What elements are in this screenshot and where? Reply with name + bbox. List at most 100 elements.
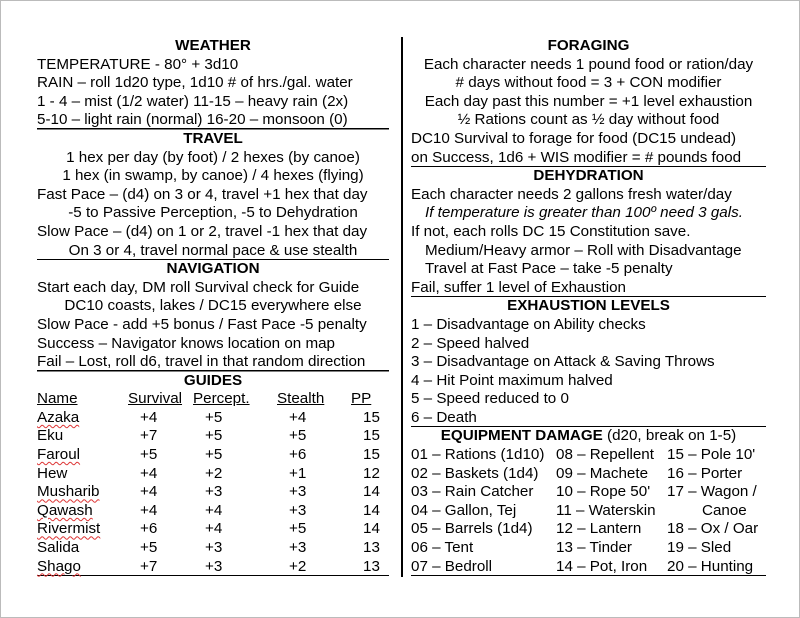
- equipment-item: 03 – Rain Catcher: [411, 483, 534, 501]
- guide-stat: +4: [205, 520, 223, 538]
- guide-row: Faroul +5 +5 +6 15: [37, 446, 389, 465]
- travel-line: On 3 or 4, travel normal pace & use stea…: [37, 241, 389, 261]
- guide-name: Rivermist: [37, 520, 101, 538]
- guide-stat: 14: [363, 501, 380, 519]
- guide-stat: 15: [363, 408, 380, 426]
- equipment-item: 10 – Rope 50': [556, 483, 651, 501]
- guide-stat: 12: [363, 464, 380, 482]
- guide-name: Faroul: [37, 446, 81, 464]
- equipment-item: 18 – Ox / Oar: [667, 520, 759, 538]
- exhaustion-line: 2 – Speed halved: [411, 334, 530, 352]
- guide-row: Azaka +4 +5 +4 15: [37, 409, 389, 428]
- guide-stat: +5: [140, 446, 158, 464]
- right-column: FORAGING Each character needs 1 pound foo…: [411, 37, 766, 577]
- equipment-heading: EQUIPMENT DAMAGE (d20, break on 1-5): [411, 427, 766, 446]
- equipment-item: 05 – Barrels (1d4): [411, 520, 533, 538]
- dehydration-line: If temperature is greater than 100º need…: [425, 204, 743, 222]
- guide-name: Salida: [37, 539, 80, 557]
- exhaustion-line: 3 – Disadvantage on Attack & Saving Thro…: [411, 353, 715, 371]
- equipment-item: 11 – Waterskin: [556, 501, 656, 519]
- weather-heading: WEATHER: [175, 37, 251, 54]
- guide-stat: +4: [140, 464, 158, 482]
- guides-column-header: Name: [37, 390, 78, 408]
- guide-name: Azaka: [37, 408, 80, 426]
- equipment-item: 16 – Porter: [667, 464, 743, 482]
- guide-stat: +6: [289, 446, 307, 464]
- equipment-item: 02 – Baskets (1d4): [411, 464, 539, 482]
- equipment-row: 05 – Barrels (1d4) 12 – Lantern 18 – Ox / …: [411, 520, 766, 539]
- equipment-item: 09 – Machete: [556, 464, 649, 482]
- guide-stat: +3: [289, 501, 307, 519]
- exhaustion-line: 5 – Speed reduced to 0: [411, 390, 569, 408]
- equipment-row: 02 – Baskets (1d4) 09 – Machete 16 – Porte…: [411, 465, 766, 484]
- equipment-title: EQUIPMENT DAMAGE: [440, 427, 603, 445]
- guide-name: Shago: [37, 557, 81, 575]
- exhaustion-line: 6 – Death: [411, 408, 766, 428]
- equipment-item: 14 – Pot, Iron: [556, 557, 648, 575]
- guide-stat: +3: [205, 483, 223, 501]
- travel-line: -5 to Passive Perception, -5 to Dehydrat…: [68, 204, 358, 222]
- equipment-item: 07 – Bedroll: [411, 557, 493, 575]
- column-divider: [401, 37, 403, 577]
- guide-stat: +1: [289, 464, 307, 482]
- guide-row: Eku +7 +5 +5 15: [37, 427, 389, 446]
- navigation-heading: NAVIGATION: [166, 260, 260, 278]
- equipment-row: 06 – Tent 13 – Tinder 19 – Sled: [411, 539, 766, 558]
- travel-line: 1 hex (in swamp, by canoe) / 4 hexes (fl…: [62, 167, 364, 185]
- weather-line: 5-10 – light rain (normal) 16-20 – monso…: [37, 111, 389, 130]
- equipment-row: 07 – Bedroll 14 – Pot, Iron 20 – Hunting: [411, 557, 766, 577]
- travel-line: Slow Pace – (d4) on 1 or 2, travel -1 he…: [37, 222, 368, 240]
- travel-line: 1 hex per day (by foot) / 2 hexes (by ca…: [66, 148, 360, 166]
- dehydration-line: Fail, suffer 1 level of Exhaustion: [411, 278, 766, 298]
- guide-stat: +4: [140, 408, 158, 426]
- exhaustion-heading: EXHAUSTION LEVELS: [507, 297, 670, 315]
- guide-stat: +3: [289, 539, 307, 557]
- guide-stat: 15: [363, 446, 380, 464]
- travel-line: Fast Pace – (d4) on 3 or 4, travel +1 he…: [37, 185, 368, 203]
- guide-stat: +4: [140, 501, 158, 519]
- left-column: WEATHER TEMPERATURE - 80° + 3d10 RAIN – ro…: [37, 37, 389, 577]
- dehydration-line: Each character needs 2 gallons fresh wat…: [411, 185, 732, 203]
- guide-row: Rivermist +6 +4 +5 14: [37, 520, 389, 539]
- foraging-line: ½ Rations count as ½ day without food: [457, 111, 720, 129]
- guides-column-header: PP: [351, 390, 372, 408]
- guide-stat: +2: [289, 557, 307, 575]
- exhaustion-line: 1 – Disadvantage on Ability checks: [411, 315, 646, 333]
- guide-row: Qawash +4 +4 +3 14: [37, 502, 389, 521]
- guide-name: Musharib: [37, 483, 100, 501]
- equipment-item: Canoe: [702, 501, 747, 519]
- guide-row: Shago +7 +3 +2 13: [37, 557, 389, 577]
- guides-column-header: Survival: [128, 390, 183, 408]
- equipment-item: 17 – Wagon /: [667, 483, 757, 501]
- weather-line: RAIN – roll 1d20 type, 1d10 # of hrs./ga…: [37, 74, 353, 92]
- guide-stat: 15: [363, 427, 380, 445]
- foraging-heading: FORAGING: [547, 37, 630, 54]
- guide-stat: +5: [205, 427, 223, 445]
- exhaustion-line: 4 – Hit Point maximum halved: [411, 371, 613, 389]
- guide-stat: +3: [205, 557, 223, 575]
- guide-stat: +4: [140, 483, 158, 501]
- equipment-row: 03 – Rain Catcher 10 – Rope 50' 17 – Wagon…: [411, 483, 766, 502]
- foraging-line: DC10 Survival to forage for food (DC15 u…: [411, 129, 737, 147]
- guide-stat: +5: [140, 539, 158, 557]
- equipment-item: 01 – Rations (1d10): [411, 446, 545, 464]
- equipment-row: 01 – Rations (1d10) 08 – Repellent 15 – Po…: [411, 446, 766, 465]
- guide-row: Salida +5 +3 +3 13: [37, 539, 389, 558]
- guides-heading: GUIDES: [183, 371, 243, 389]
- dehydration-line: Medium/Heavy armor – Roll with Disadvant…: [425, 241, 742, 259]
- guide-stat: +5: [205, 446, 223, 464]
- equipment-item: 04 – Gallon, Tej: [411, 501, 517, 519]
- foraging-line: Each day past this number = +1 level exh…: [424, 92, 753, 110]
- guide-name: Eku: [37, 427, 64, 445]
- equipment-row: 04 – Gallon, Tej 11 – Waterskin Canoe: [411, 502, 766, 521]
- equipment-item: 12 – Lantern: [556, 520, 642, 538]
- guide-stat: 14: [363, 483, 380, 501]
- guide-stat: +4: [205, 501, 223, 519]
- guides-header-row: Name Survival Percept. Stealth PP: [37, 390, 389, 409]
- guide-stat: 13: [363, 557, 380, 575]
- equipment-item: 06 – Tent: [411, 539, 474, 557]
- guide-stat: +5: [289, 520, 307, 538]
- equipment-item: 08 – Repellent: [556, 446, 654, 464]
- guide-name: Qawash: [37, 501, 93, 519]
